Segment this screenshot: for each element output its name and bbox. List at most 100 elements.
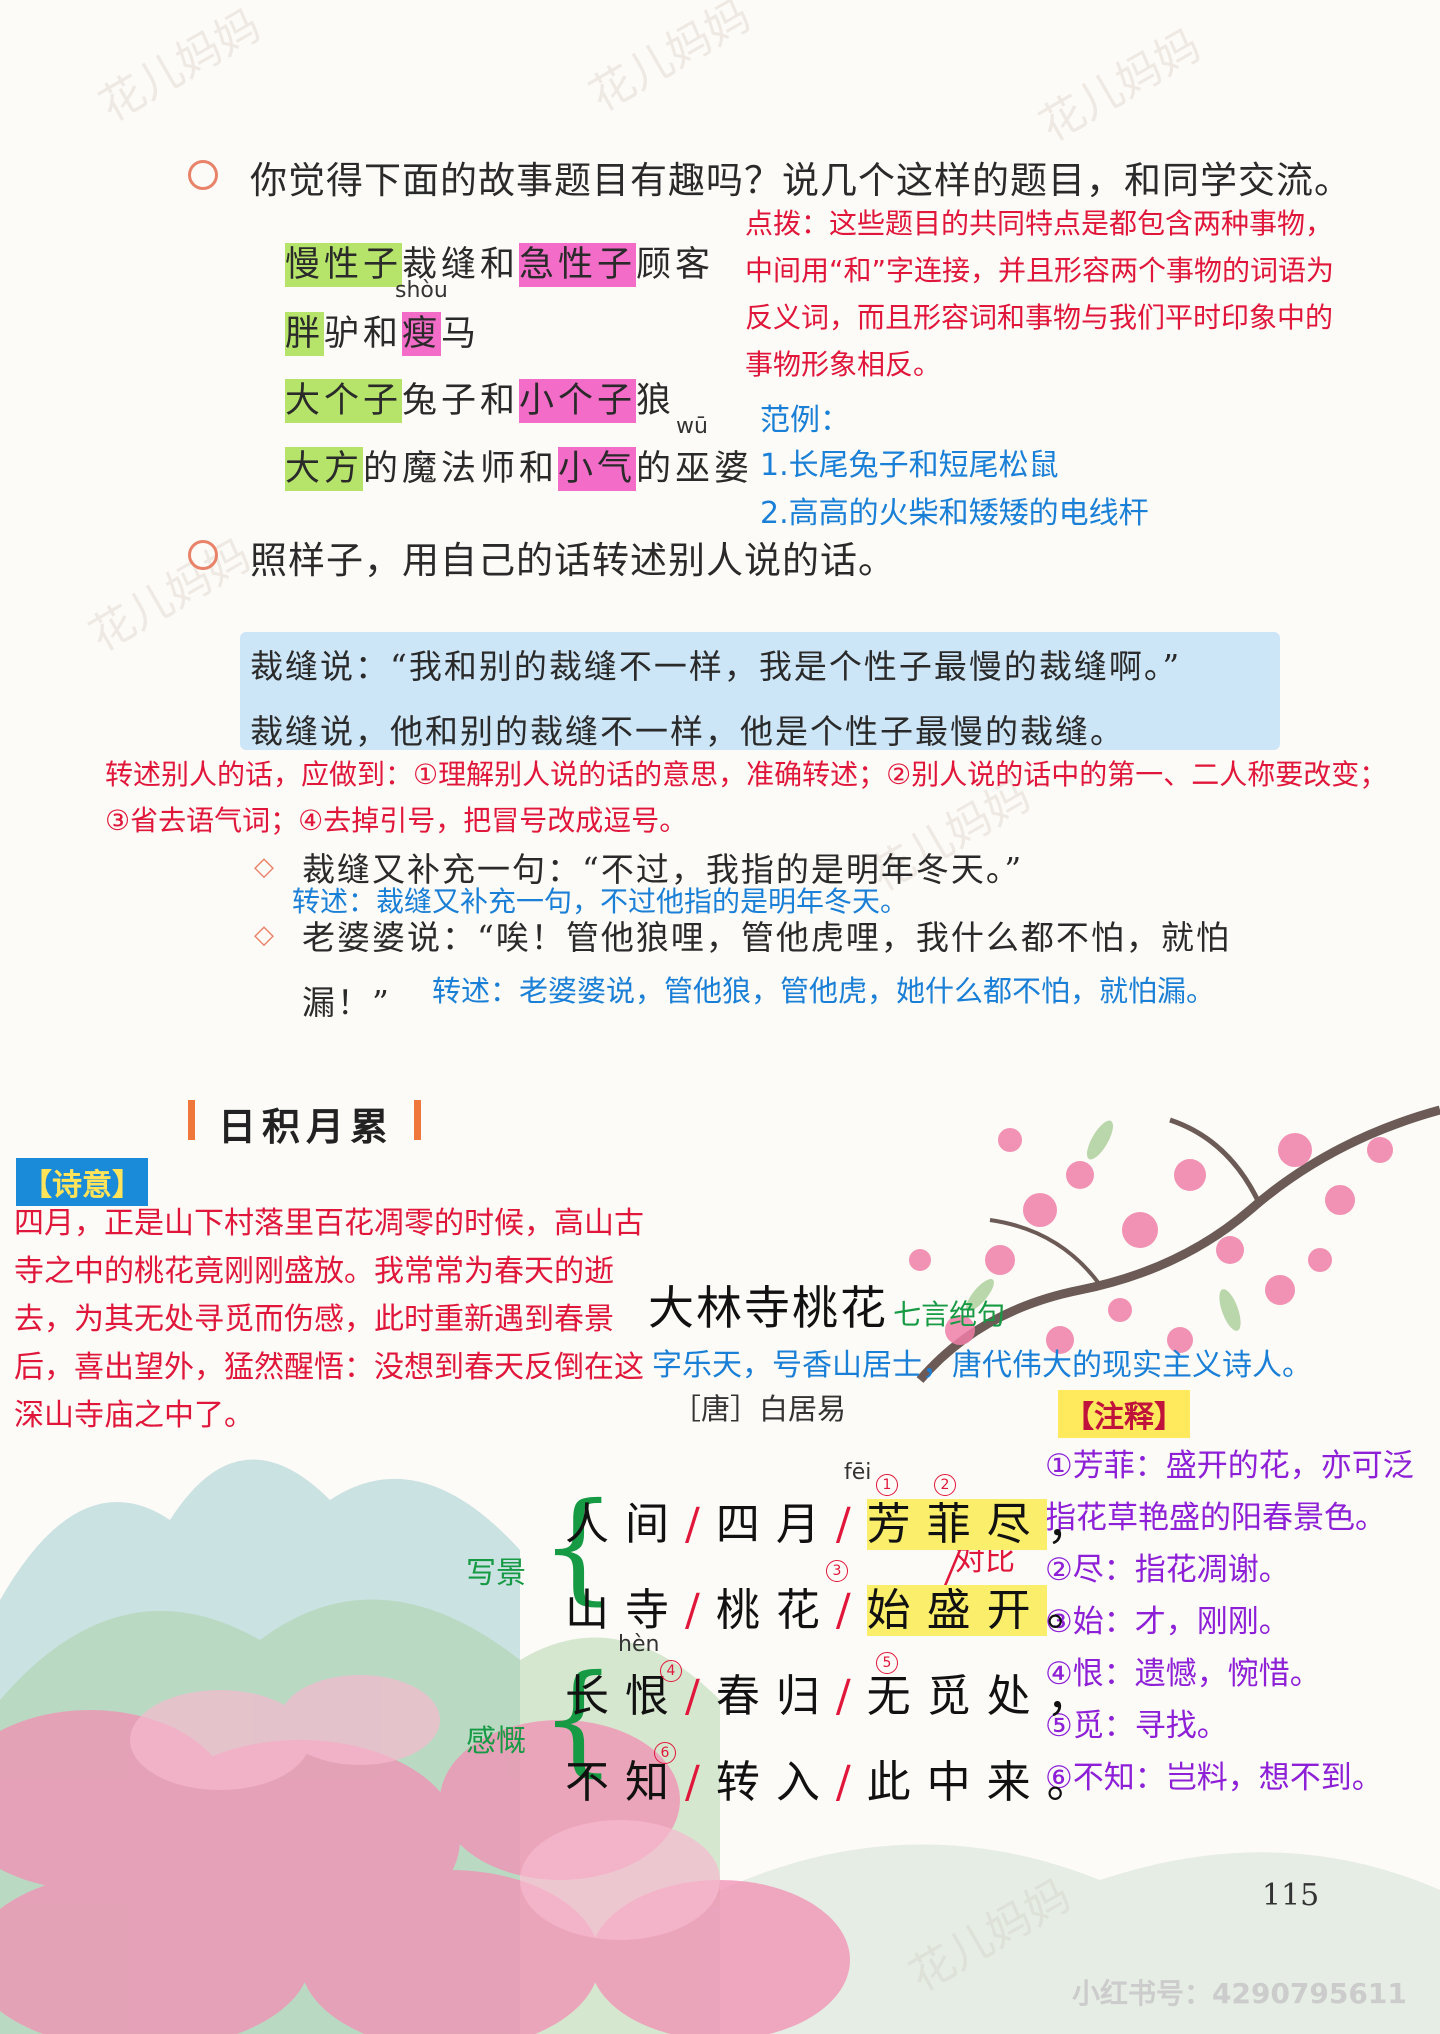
note-2: ②尽：指花凋谢。 — [1045, 1552, 1290, 1588]
note-marker-1: 1 — [876, 1474, 898, 1496]
poem-line-1: 人间/四月/芳菲尽， — [565, 1488, 1107, 1552]
note-marker-3: 3 — [826, 1560, 848, 1582]
example-box — [240, 632, 1280, 750]
example-1: 1.长尾兔子和短尾松鼠 — [760, 448, 1059, 483]
exercise-2b: 漏！” — [302, 983, 391, 1022]
pinyin-shou: shòu — [395, 278, 448, 303]
poem-word: 桃花 — [715, 1585, 836, 1636]
watermark: 花儿妈妈 — [81, 529, 260, 662]
poet-note: 字乐天，号香山居士，唐代伟大的现实主义诗人。 — [652, 1348, 1312, 1383]
poem-word: 转入 — [715, 1757, 836, 1808]
watermark: 花儿妈妈 — [91, 0, 270, 132]
tip-title-features: 点拨：这些题目的共同特点是都包含两种事物，中间用“和”字连接，并且形容两个事物的… — [745, 207, 1335, 381]
restated-quote: 裁缝说，他和别的裁缝不一样，他是个性子最慢的裁缝。 — [250, 712, 1125, 751]
question-2: 照样子，用自己的话转述别人说的话。 — [250, 539, 896, 582]
poem-line-4: 不知/转入/此中来。 — [565, 1746, 1107, 1810]
poem-author: ［唐］白居易 — [672, 1392, 847, 1426]
note-3: ③始：才，刚刚。 — [1045, 1604, 1290, 1640]
example-label: 范例： — [760, 403, 850, 438]
title-highlight-green: 胖 — [285, 312, 325, 356]
peach-blossom-painting — [0, 1105, 1440, 2034]
title-bar-left — [188, 1100, 195, 1140]
pause-slash: / — [835, 1671, 867, 1722]
poem-word: 山寺 — [565, 1585, 685, 1636]
poem-punct: ， — [1046, 1671, 1107, 1722]
title-text: 马 — [441, 314, 481, 354]
title-text: 兔子和 — [402, 381, 520, 421]
poem-punct: 。 — [1046, 1757, 1107, 1808]
poem-punct: ， — [1046, 1499, 1107, 1550]
pause-slash: / — [835, 1499, 867, 1550]
watermark: 花儿妈妈 — [581, 0, 760, 122]
poem-word: 无觅处 — [866, 1671, 1047, 1722]
note-5: ⑤觅：寻找。 — [1045, 1708, 1228, 1744]
poem-word: 长恨 — [565, 1671, 685, 1722]
poem-word: 不知 — [565, 1757, 685, 1808]
title-highlight-pink: 瘦 — [402, 312, 442, 356]
poem-word: 此中来 — [866, 1757, 1047, 1808]
original-quote: 裁缝说：“我和别的裁缝不一样，我是个性子最慢的裁缝啊。” — [250, 647, 1182, 686]
title-highlight-green: 大个子 — [285, 379, 403, 423]
title-highlight-pink: 小气 — [558, 447, 637, 491]
title-text: 裁缝和 — [402, 245, 520, 285]
title-text: 的巫婆 — [636, 449, 754, 489]
poem-title: 大林寺桃花 — [648, 1281, 888, 1335]
title-text: 顾客 — [636, 245, 715, 285]
note-marker-2: 2 — [934, 1474, 956, 1496]
pause-slash: / — [835, 1757, 867, 1808]
pause-slash: / — [835, 1585, 867, 1636]
brace-feel: { — [540, 1650, 617, 1789]
pinyin-hen: hèn — [618, 1632, 660, 1657]
footer-account: 小红书号：4290795611 — [1072, 1977, 1407, 2010]
note-4: ④恨：遗憾，惋惜。 — [1045, 1656, 1321, 1692]
story-title-4: 大方的魔法师和小气的巫婆 — [285, 440, 753, 491]
label-feel: 感慨 — [466, 1724, 526, 1759]
pause-slash: / — [685, 1585, 716, 1636]
title-highlight-pink: 小个子 — [519, 379, 637, 423]
note-6: ⑥不知：岂料，想不到。 — [1045, 1760, 1383, 1796]
poem-line-2: 山寺/桃花/始盛开。 — [565, 1574, 1107, 1638]
diamond-icon: ◇ — [254, 920, 274, 950]
story-title-2: 胖驴和瘦马 — [285, 305, 480, 356]
section-bullet — [188, 540, 218, 570]
meaning-tag: 【诗意】 — [16, 1158, 148, 1206]
poem-punct: 。 — [1046, 1585, 1107, 1636]
title-bar-right — [414, 1100, 421, 1140]
answer-1: 转述：裁缝又补充一句，不过他指的是明年冬天。 — [292, 885, 909, 918]
story-title-1: 慢性子裁缝和急性子顾客 — [285, 236, 714, 287]
note-1a: ①芳菲：盛开的花，亦可泛 — [1045, 1448, 1414, 1484]
title-text: 狼 — [636, 381, 676, 421]
question-1: 你觉得下面的故事题目有趣吗？说几个这样的题目，和同学交流。 — [250, 159, 1352, 202]
exercise-1: 裁缝又补充一句：“不过，我指的是明年冬天。” — [302, 850, 1024, 889]
title-highlight-green: 大方 — [285, 447, 364, 491]
title-text: 驴和 — [324, 314, 403, 354]
example-2: 2.高高的火柴和矮矮的电线杆 — [760, 496, 1149, 531]
poem-word: 春归 — [715, 1671, 836, 1722]
poem-word: 人间 — [565, 1499, 685, 1550]
poem-word-highlight: 始盛开 — [866, 1585, 1047, 1636]
poem-meaning: 四月，正是山下村落里百花凋零的时候，高山古寺之中的桃花竟刚刚盛放。我常常为春天的… — [14, 1206, 644, 1433]
brace-scene: { — [540, 1478, 617, 1617]
notes-tag: 【注释】 — [1058, 1390, 1190, 1438]
note-marker-4: 4 — [660, 1660, 682, 1682]
label-scene: 写景 — [466, 1556, 526, 1591]
note-marker-5: 5 — [876, 1652, 898, 1674]
poem-word: 四月 — [715, 1499, 836, 1550]
answer-2: 转述：老婆婆说，管他狼，管他虎，她什么都不怕，就怕漏。 — [432, 974, 1216, 1008]
poem-title-row: 大林寺桃花 七言绝句 — [648, 1272, 1005, 1338]
pinyin-fei: fēi — [844, 1460, 872, 1485]
title-text: 的魔法师和 — [363, 449, 559, 489]
poem-line-3: 长恨/春归/无觅处， — [565, 1660, 1107, 1724]
title-highlight-green: 慢性子 — [285, 243, 403, 287]
pause-slash: / — [685, 1757, 716, 1808]
diamond-icon: ◇ — [254, 852, 274, 882]
poem-word-highlight: 芳菲尽 — [866, 1499, 1047, 1550]
section-bullet — [188, 160, 218, 190]
tip-restating: 转述别人的话，应做到：①理解别人说的话的意思，准确转述；②别人说的话中的第一、二… — [105, 758, 1388, 837]
poem-type: 七言绝句 — [893, 1298, 1006, 1331]
title-highlight-pink: 急性子 — [519, 243, 637, 287]
section-title: 日积月累 — [218, 1105, 395, 1149]
watermark: 花儿妈妈 — [1031, 19, 1210, 152]
story-title-3: 大个子兔子和小个子狼 — [285, 372, 675, 423]
pinyin-wu: wū — [676, 414, 708, 439]
